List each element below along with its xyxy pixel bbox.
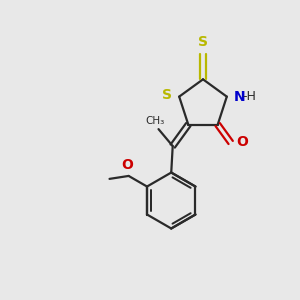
- Text: S: S: [162, 88, 172, 102]
- Text: -H: -H: [243, 90, 256, 103]
- Text: N: N: [233, 90, 245, 104]
- Text: CH₃: CH₃: [146, 116, 165, 126]
- Text: S: S: [198, 35, 208, 49]
- Text: O: O: [236, 136, 248, 149]
- Text: O: O: [121, 158, 133, 172]
